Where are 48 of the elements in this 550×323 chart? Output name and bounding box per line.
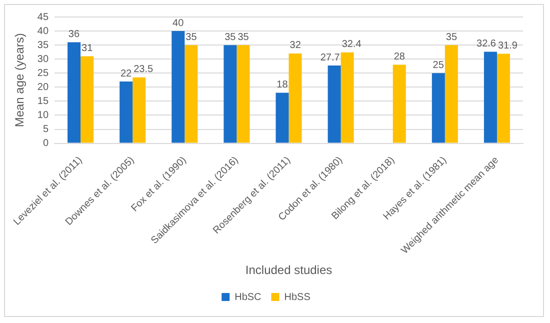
data-label: 32.4 xyxy=(342,39,362,50)
bar xyxy=(224,45,237,143)
bar xyxy=(184,45,198,143)
y-tick-label: 0 xyxy=(42,138,49,150)
data-label: 27.7 xyxy=(320,52,340,64)
bar xyxy=(276,92,289,143)
bar xyxy=(236,45,250,143)
bar xyxy=(432,73,445,143)
data-label: 35 xyxy=(224,32,236,43)
bar xyxy=(340,52,354,143)
y-axis-title: Mean age (years) xyxy=(12,33,27,128)
legend-label: HbSS xyxy=(284,292,311,303)
y-tick-label: 10 xyxy=(37,110,49,121)
bar xyxy=(392,64,406,143)
data-label: 28 xyxy=(394,51,406,62)
bar xyxy=(68,42,81,143)
data-label: 22 xyxy=(120,68,132,80)
data-label: 32.6 xyxy=(476,38,496,50)
data-label: 25 xyxy=(432,60,444,71)
x-axis-title: Included studies xyxy=(245,263,332,278)
bar xyxy=(120,82,133,143)
bar xyxy=(328,66,341,143)
data-label: 36 xyxy=(68,29,80,40)
y-tick-label: 5 xyxy=(42,124,49,136)
data-label: 35 xyxy=(186,32,198,43)
data-label: 40 xyxy=(172,18,184,29)
bar xyxy=(132,77,146,143)
y-tick-label: 40 xyxy=(37,26,49,37)
data-label: 23.5 xyxy=(134,64,154,76)
bar xyxy=(496,54,510,143)
data-label: 18 xyxy=(276,80,288,91)
y-tick-label: 15 xyxy=(37,96,49,107)
bar xyxy=(288,53,302,143)
bar xyxy=(444,45,458,143)
data-label: 31 xyxy=(82,43,94,54)
data-label: 35 xyxy=(238,32,250,43)
data-label: 31.9 xyxy=(498,40,518,52)
data-label: 35 xyxy=(446,32,458,43)
bar xyxy=(80,56,94,143)
data-label: 32 xyxy=(290,40,302,52)
y-tick-label: 25 xyxy=(37,68,49,79)
y-tick-label: 35 xyxy=(37,40,49,51)
bar xyxy=(172,31,185,143)
y-tick-label: 20 xyxy=(37,82,49,93)
y-tick-label: 30 xyxy=(37,54,49,65)
bar xyxy=(484,52,497,143)
legend-label: HbSC xyxy=(234,292,262,303)
y-tick-label: 45 xyxy=(37,12,49,23)
